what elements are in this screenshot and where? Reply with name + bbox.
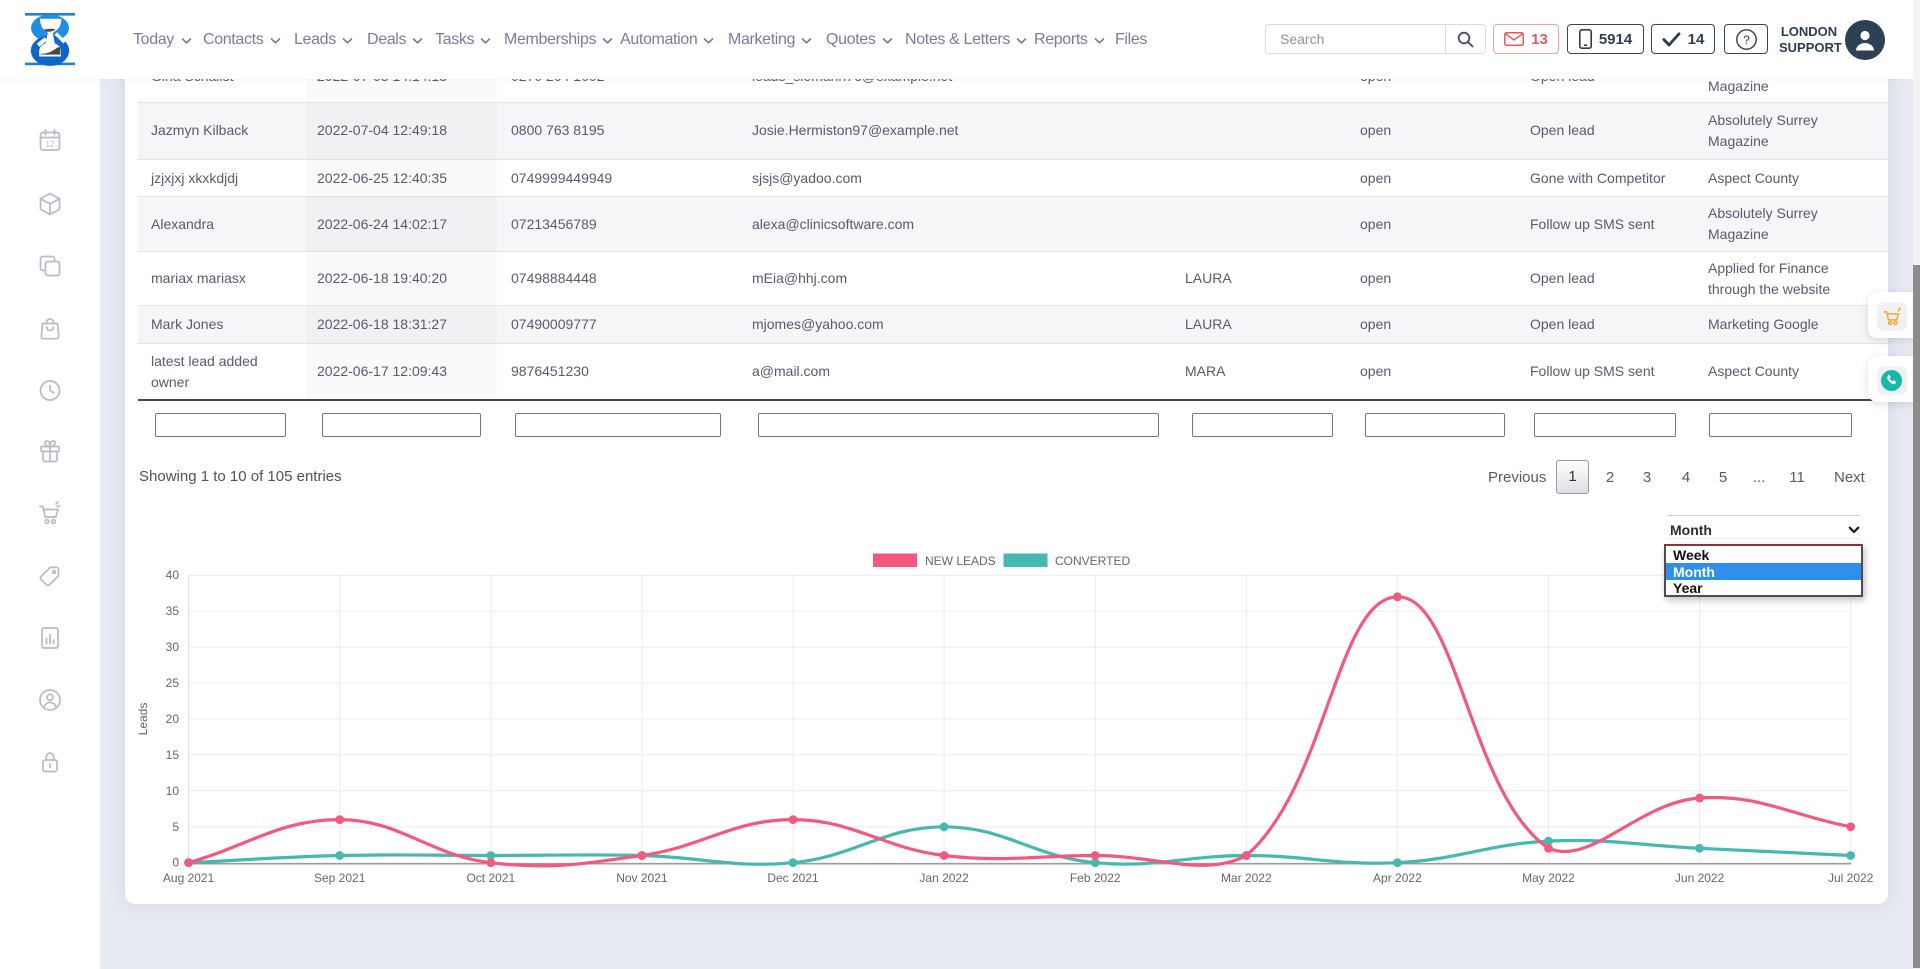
svg-text:Jun 2022: Jun 2022 <box>1675 871 1725 885</box>
svg-text:May 2022: May 2022 <box>1522 871 1575 885</box>
svg-text:CONVERTED: CONVERTED <box>1055 554 1130 568</box>
svg-text:Mar 2022: Mar 2022 <box>1221 871 1272 885</box>
svg-text:10: 10 <box>166 784 180 798</box>
svg-text:20: 20 <box>166 712 180 726</box>
svg-text:Dec 2021: Dec 2021 <box>767 871 819 885</box>
svg-text:Oct 2021: Oct 2021 <box>466 871 515 885</box>
svg-text:Leads: Leads <box>136 703 150 736</box>
svg-text:12: 12 <box>46 140 55 149</box>
svg-text:?: ? <box>1743 33 1750 47</box>
svg-text:25: 25 <box>166 676 180 690</box>
svg-text:Apr 2022: Apr 2022 <box>1373 871 1422 885</box>
svg-text:40: 40 <box>166 568 180 582</box>
svg-text:30: 30 <box>166 640 180 654</box>
svg-text:15: 15 <box>166 748 180 762</box>
svg-text:Nov 2021: Nov 2021 <box>616 871 668 885</box>
svg-text:Sep 2021: Sep 2021 <box>314 871 366 885</box>
svg-text:0: 0 <box>172 856 179 870</box>
svg-text:NEW LEADS: NEW LEADS <box>925 554 996 568</box>
svg-text:Jan 2022: Jan 2022 <box>919 871 969 885</box>
svg-text:Jul 2022: Jul 2022 <box>1828 871 1874 885</box>
svg-text:5: 5 <box>172 820 179 834</box>
svg-text:Feb 2022: Feb 2022 <box>1070 871 1121 885</box>
svg-text:35: 35 <box>166 604 180 618</box>
svg-text:Aug 2021: Aug 2021 <box>163 871 215 885</box>
